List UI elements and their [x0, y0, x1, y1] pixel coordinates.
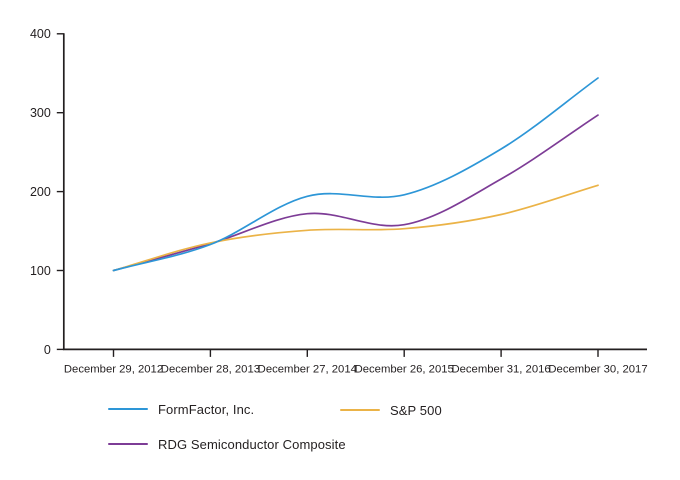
legend-line-swatch-formfactor	[108, 407, 148, 411]
series-line-formfactor-inc	[112, 77, 599, 272]
series-line-rdg-semiconductor-composite	[112, 114, 599, 272]
legend-line-swatch-rdg-semiconductor	[108, 442, 148, 446]
y-tick-label: 300	[30, 106, 51, 120]
legend-item-sp500: S&P 500	[340, 402, 442, 418]
x-tick-label: December 29, 2012	[64, 364, 163, 376]
x-tick-label: December 27, 2014	[258, 364, 357, 376]
legend-item-rdg-semiconductor: RDG Semiconductor Composite	[108, 436, 346, 452]
legend-line-swatch-sp500	[340, 408, 380, 412]
y-tick-label: 100	[30, 264, 51, 278]
y-tick-label: 400	[30, 27, 51, 41]
legend-label-sp500: S&P 500	[390, 402, 442, 418]
legend-label-rdg-semiconductor: RDG Semiconductor Composite	[158, 436, 346, 452]
series-line-s-p-500	[112, 184, 599, 272]
x-tick-label: December 26, 2015	[355, 364, 454, 376]
x-tick-label: December 28, 2013	[161, 364, 260, 376]
y-tick-label: 200	[30, 185, 51, 199]
y-tick-label: 0	[44, 343, 51, 357]
legend-item-formfactor: FormFactor, Inc.	[108, 401, 254, 417]
legend-label-formfactor: FormFactor, Inc.	[158, 401, 255, 417]
x-tick-label: December 30, 2017	[548, 364, 647, 376]
x-tick-label: December 31, 2016	[451, 364, 550, 376]
